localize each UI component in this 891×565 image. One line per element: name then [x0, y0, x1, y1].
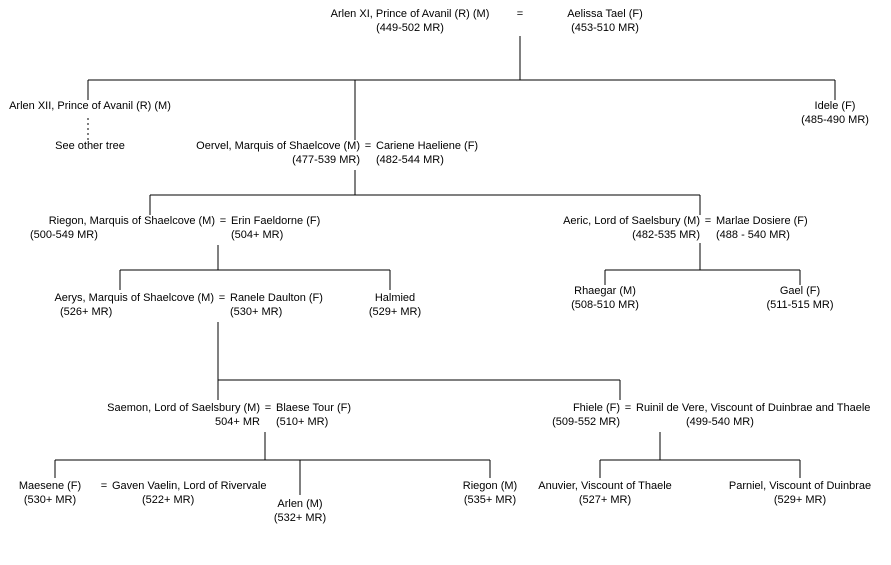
person-aerys: Aerys, Marquis of Shaelcove (M) (526+ MR… [0, 292, 214, 320]
person-arlen-child: Arlen (M) (532+ MR) [250, 498, 350, 526]
union-symbol: = [262, 402, 274, 416]
union-symbol: = [216, 292, 228, 306]
person-anuvier: Anuvier, Viscount of Thaele (527+ MR) [515, 480, 695, 508]
person-cariene: Cariene Haeliene (F) (482-544 MR) [376, 140, 536, 168]
person-aelissa: Aelissa Tael (F) (453-510 MR) [530, 8, 680, 36]
person-dates: (482-544 MR) [376, 154, 444, 166]
person-name: Oervel, Marquis of Shaelcove (M) [196, 140, 360, 152]
person-dates: (453-510 MR) [571, 22, 639, 34]
person-dates: (482-535 MR) [632, 229, 700, 241]
person-dates: (449-502 MR) [376, 22, 444, 34]
person-oervel: Oervel, Marquis of Shaelcove (M) (477-53… [150, 140, 360, 168]
person-name: Fhiele (F) [573, 402, 620, 414]
person-name: Anuvier, Viscount of Thaele [538, 480, 672, 492]
union-symbol: = [98, 480, 110, 494]
person-name: Arlen XII, Prince of Avanil (R) (M) [9, 100, 171, 112]
person-blaese: Blaese Tour (F) (510+ MR) [276, 402, 416, 430]
person-name: Halmied [375, 292, 415, 304]
person-dates: (522+ MR) [112, 494, 194, 506]
person-aeric: Aeric, Lord of Saelsbury (M) (482-535 MR… [510, 215, 700, 243]
person-name: Marlae Dosiere (F) [716, 215, 808, 227]
person-dates: 504+ MR [215, 416, 260, 428]
person-dates: (508-510 MR) [571, 299, 639, 311]
person-name: Aeric, Lord of Saelsbury (M) [563, 215, 700, 227]
union-symbol: = [702, 215, 714, 229]
person-name: Arlen (M) [277, 498, 322, 510]
person-halmied: Halmied (529+ MR) [350, 292, 440, 320]
person-name: Ranele Daulton (F) [230, 292, 323, 304]
person-name: Riegon (M) [463, 480, 517, 492]
person-name: Ruinil de Vere, Viscount of Duinbrae and… [636, 402, 870, 414]
person-maesene: Maesene (F) (530+ MR) [0, 480, 100, 508]
person-ruinil: Ruinil de Vere, Viscount of Duinbrae and… [636, 402, 891, 430]
note-see-other-tree: See other tree [10, 140, 170, 154]
person-riegon: Riegon, Marquis of Shaelcove (M) (500-54… [0, 215, 215, 243]
person-name: Erin Faeldorne (F) [231, 215, 320, 227]
person-dates: (529+ MR) [774, 494, 826, 506]
person-dates: (511-515 MR) [766, 299, 833, 311]
person-name: Riegon, Marquis of Shaelcove (M) [49, 215, 215, 227]
person-name: Aerys, Marquis of Shaelcove (M) [54, 292, 214, 304]
person-fhiele: Fhiele (F) (509-552 MR) [540, 402, 620, 430]
person-name: Idele (F) [815, 100, 856, 112]
person-name: Arlen XI, Prince of Avanil (R) (M) [331, 8, 490, 20]
person-dates: (532+ MR) [274, 512, 326, 524]
union-symbol: = [514, 8, 526, 22]
person-gael: Gael (F) (511-515 MR) [740, 285, 860, 313]
person-name: Blaese Tour (F) [276, 402, 351, 414]
person-parniel: Parniel, Viscount of Duinbrae (529+ MR) [710, 480, 890, 508]
person-dates: (529+ MR) [369, 306, 421, 318]
person-name: Rhaegar (M) [574, 285, 636, 297]
person-name: Aelissa Tael (F) [567, 8, 643, 20]
person-dates: (535+ MR) [464, 494, 516, 506]
person-name: Parniel, Viscount of Duinbrae [729, 480, 871, 492]
person-name: Saemon, Lord of Saelsbury (M) [107, 402, 260, 414]
person-dates: (504+ MR) [231, 229, 283, 241]
person-dates: (527+ MR) [579, 494, 631, 506]
person-dates: (530+ MR) [230, 306, 282, 318]
person-dates: (500-549 MR) [0, 229, 245, 243]
person-dates: (485-490 MR) [801, 114, 869, 126]
person-erin: Erin Faeldorne (F) (504+ MR) [231, 215, 381, 243]
person-name: Gaven Vaelin, Lord of Rivervale [112, 480, 267, 492]
person-dates: (477-539 MR) [292, 154, 360, 166]
person-arlen-xii: Arlen XII, Prince of Avanil (R) (M) [0, 100, 200, 114]
person-dates: (499-540 MR) [636, 416, 754, 428]
person-dates: (510+ MR) [276, 416, 328, 428]
union-symbol: = [362, 140, 374, 154]
person-idele: Idele (F) (485-490 MR) [770, 100, 891, 128]
union-symbol: = [622, 402, 634, 416]
person-name: Cariene Haeliene (F) [376, 140, 478, 152]
person-dates: (488 - 540 MR) [716, 229, 790, 241]
person-name: Maesene (F) [19, 480, 81, 492]
person-rhaegar: Rhaegar (M) (508-510 MR) [545, 285, 665, 313]
person-dates: (530+ MR) [24, 494, 76, 506]
union-symbol: = [217, 215, 229, 229]
person-dates: (509-552 MR) [552, 416, 620, 428]
family-tree: Arlen XI, Prince of Avanil (R) (M) (449-… [0, 0, 891, 565]
person-saemon: Saemon, Lord of Saelsbury (M) 504+ MR [60, 402, 260, 430]
person-arlen-xi: Arlen XI, Prince of Avanil (R) (M) (449-… [300, 8, 520, 36]
person-name: Gael (F) [780, 285, 820, 297]
person-marlae: Marlae Dosiere (F) (488 - 540 MR) [716, 215, 866, 243]
